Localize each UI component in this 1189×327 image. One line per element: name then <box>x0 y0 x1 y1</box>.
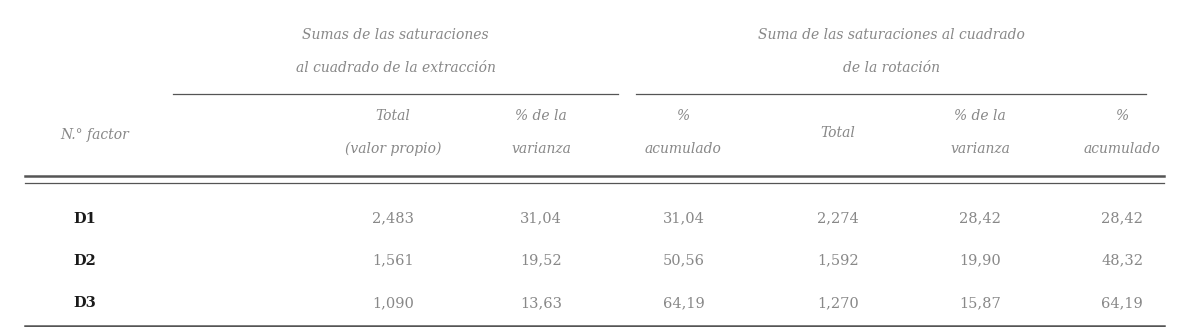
Text: 31,04: 31,04 <box>520 212 562 226</box>
Text: N.° factor: N.° factor <box>61 128 130 142</box>
Text: 48,32: 48,32 <box>1101 254 1144 268</box>
Text: 19,52: 19,52 <box>521 254 562 268</box>
Text: D1: D1 <box>73 212 96 226</box>
Text: 64,19: 64,19 <box>1101 296 1144 310</box>
Text: Total: Total <box>376 110 410 124</box>
Text: 64,19: 64,19 <box>662 296 704 310</box>
Text: 1,592: 1,592 <box>817 254 858 268</box>
Text: de la rotación: de la rotación <box>843 61 939 75</box>
Text: D3: D3 <box>73 296 96 310</box>
Text: 28,42: 28,42 <box>960 212 1001 226</box>
Text: varianza: varianza <box>511 142 571 156</box>
Text: % de la: % de la <box>515 110 567 124</box>
Text: 1,090: 1,090 <box>372 296 414 310</box>
Text: %: % <box>677 110 690 124</box>
Text: 1,270: 1,270 <box>817 296 858 310</box>
Text: 19,90: 19,90 <box>960 254 1001 268</box>
Text: % de la: % de la <box>954 110 1006 124</box>
Text: D2: D2 <box>73 254 96 268</box>
Text: varianza: varianza <box>950 142 1009 156</box>
Text: 2,274: 2,274 <box>817 212 858 226</box>
Text: 2,483: 2,483 <box>372 212 414 226</box>
Text: 15,87: 15,87 <box>960 296 1001 310</box>
Text: %: % <box>1115 110 1128 124</box>
Text: Sumas de las saturaciones: Sumas de las saturaciones <box>302 28 489 43</box>
Text: 28,42: 28,42 <box>1101 212 1144 226</box>
Text: al cuadrado de la extracción: al cuadrado de la extracción <box>296 61 496 75</box>
Text: 13,63: 13,63 <box>520 296 562 310</box>
Text: 50,56: 50,56 <box>662 254 704 268</box>
Text: acumulado: acumulado <box>644 142 722 156</box>
Text: 31,04: 31,04 <box>662 212 704 226</box>
Text: acumulado: acumulado <box>1084 142 1160 156</box>
Text: (valor propio): (valor propio) <box>345 142 441 156</box>
Text: Total: Total <box>820 126 855 140</box>
Text: 1,561: 1,561 <box>372 254 414 268</box>
Text: Suma de las saturaciones al cuadrado: Suma de las saturaciones al cuadrado <box>757 28 1025 43</box>
